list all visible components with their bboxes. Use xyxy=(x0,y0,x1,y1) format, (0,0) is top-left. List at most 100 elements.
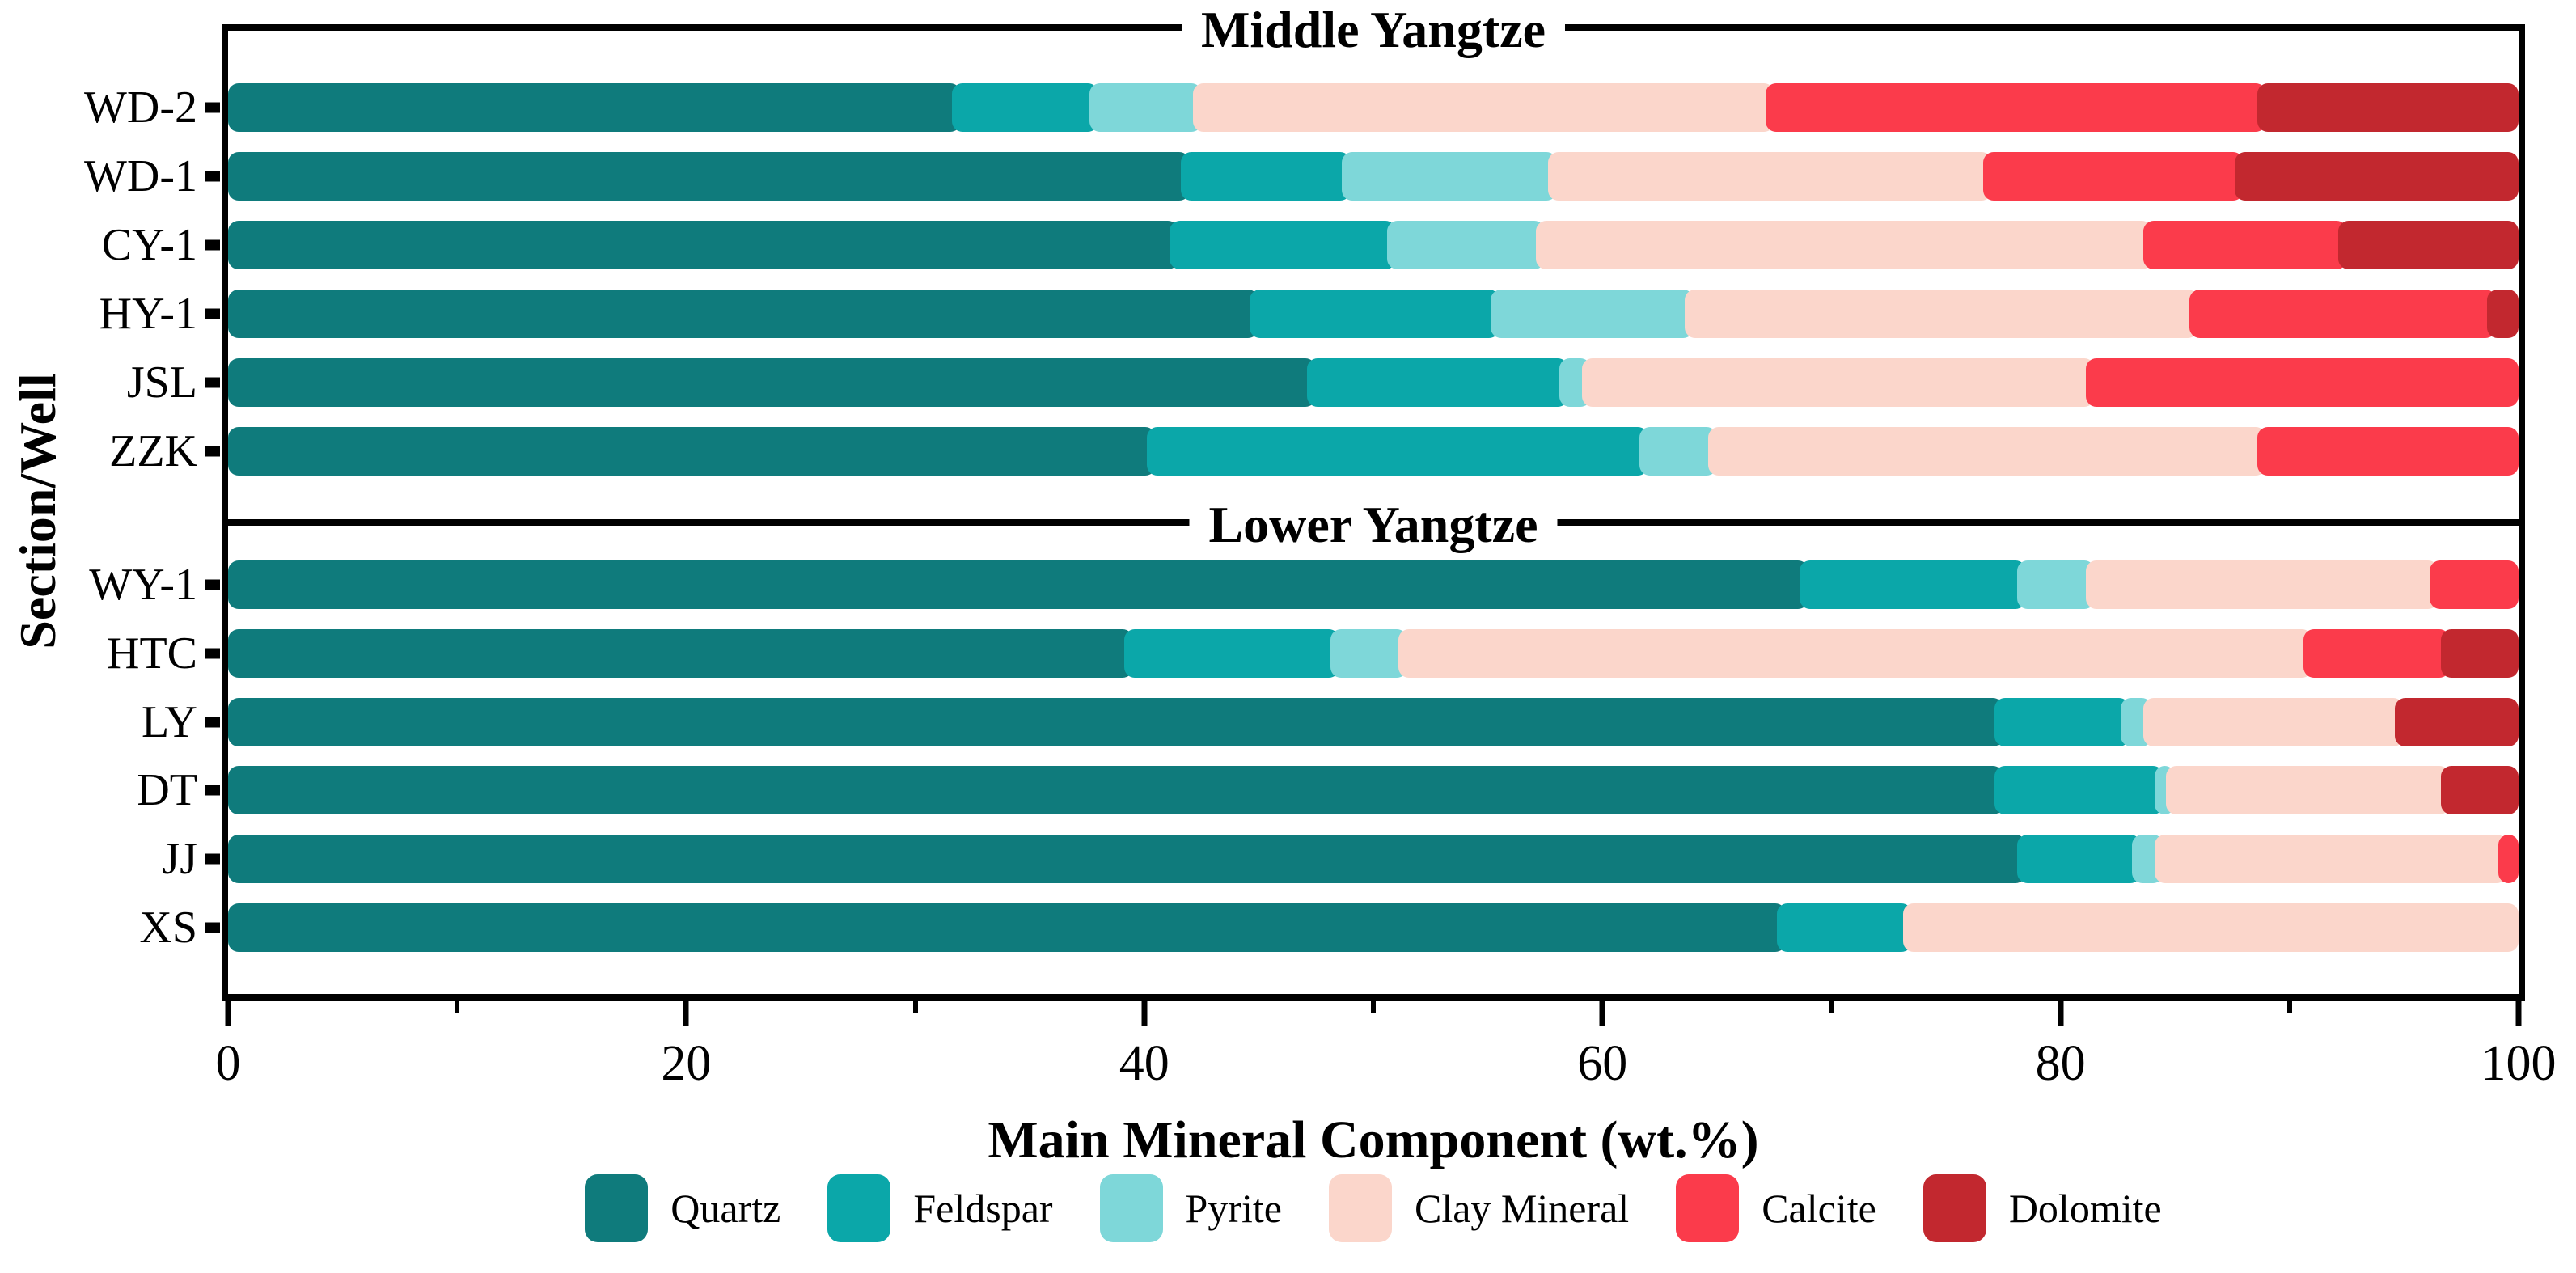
bar-row: XS xyxy=(139,893,2519,962)
x-axis-line xyxy=(222,994,2525,1001)
y-tick xyxy=(205,717,220,728)
bar-segment-clay-mineral xyxy=(2166,766,2451,815)
y-tick xyxy=(205,922,220,933)
stacked-bar xyxy=(228,903,2519,952)
stacked-bar xyxy=(228,82,2519,132)
y-tick xyxy=(205,377,220,387)
legend-label: Dolomite xyxy=(2008,1186,2162,1231)
bar-segment-calcite xyxy=(2142,220,2347,269)
panel-title: Lower Yangtze xyxy=(1189,497,1558,552)
bar-segment-calcite xyxy=(2429,560,2519,610)
x-tick-label: 80 xyxy=(2035,1036,2086,1091)
legend-item-pyrite: Pyrite xyxy=(1099,1174,1282,1242)
row-label: DT xyxy=(137,765,197,816)
row-label: LY xyxy=(141,696,197,747)
panel-title: Middle Yangtze xyxy=(1181,2,1566,57)
bar-segment-feldspar xyxy=(952,82,1099,132)
stacked-bar xyxy=(228,697,2519,746)
bar-row: CY-1 xyxy=(102,210,2519,279)
row-label: WD-2 xyxy=(84,82,197,133)
bar-segment-quartz xyxy=(228,835,2027,884)
bar-segment-pyrite xyxy=(2017,560,2096,610)
bar-segment-clay-mineral xyxy=(1685,289,2198,338)
legend-item-quartz: Quartz xyxy=(585,1174,780,1242)
bar-row: JSL xyxy=(127,348,2519,417)
bar-segment-clay-mineral xyxy=(1536,220,2152,269)
bar-row: ZZK xyxy=(109,417,2519,485)
bar-segment-calcite xyxy=(1982,151,2244,201)
bar-segment-pyrite xyxy=(1490,289,1694,338)
legend-swatch xyxy=(1099,1174,1163,1242)
bar-row: HTC xyxy=(107,620,2519,688)
bar-segment-dolomite xyxy=(2257,82,2519,132)
panel-rows: WD-2 WD-1 CY-1 HY-1 JSL ZZK xyxy=(84,73,2519,485)
bar-segment-quartz xyxy=(228,220,1179,269)
bar-row: WY-1 xyxy=(89,551,2519,620)
bar-segment-calcite xyxy=(2498,835,2519,884)
row-label: ZZK xyxy=(109,425,197,476)
row-label: WD-1 xyxy=(84,150,197,201)
bar-segment-pyrite xyxy=(1330,629,1408,678)
x-tick-major xyxy=(683,1001,689,1026)
bar-segment-feldspar xyxy=(1170,220,1397,269)
bar-segment-pyrite xyxy=(1639,426,1717,476)
bar-segment-feldspar xyxy=(1307,357,1568,407)
bar-row: WD-2 xyxy=(84,73,2519,142)
bar-segment-dolomite xyxy=(2441,766,2519,815)
bar-segment-feldspar xyxy=(1250,289,1499,338)
x-tick-minor xyxy=(455,1001,460,1013)
legend-label: Calcite xyxy=(1762,1186,1876,1231)
bar-row: WD-1 xyxy=(84,142,2519,210)
x-tick-major xyxy=(1599,1001,1605,1026)
y-tick xyxy=(205,308,220,319)
stacked-bar xyxy=(228,151,2519,201)
bar-segment-pyrite xyxy=(1089,82,1202,132)
y-tick xyxy=(205,446,220,456)
legend-label: Pyrite xyxy=(1185,1186,1282,1231)
bar-segment-quartz xyxy=(228,697,2003,746)
bar-segment-clay-mineral xyxy=(2142,697,2405,746)
x-tick-minor xyxy=(912,1001,918,1013)
x-tick-major xyxy=(1141,1001,1148,1026)
y-axis-title: Section/Well xyxy=(9,373,66,649)
bar-segment-quartz xyxy=(228,766,2003,815)
legend-item-calcite: Calcite xyxy=(1676,1174,1876,1242)
bar-segment-calcite xyxy=(2189,289,2496,338)
bar-segment-pyrite xyxy=(1341,151,1557,201)
x-tick-minor xyxy=(1829,1001,1834,1013)
bar-segment-quartz xyxy=(228,629,1133,678)
bar-segment-clay-mineral xyxy=(1547,151,1992,201)
bar-segment-quartz xyxy=(228,357,1317,407)
x-tick-label: 40 xyxy=(1119,1036,1170,1091)
stacked-bar xyxy=(228,629,2519,678)
bar-segment-quartz xyxy=(228,151,1191,201)
bar-row: JJ xyxy=(162,825,2519,894)
stacked-bar xyxy=(228,560,2519,610)
legend-item-clay-mineral: Clay Mineral xyxy=(1328,1174,1629,1242)
bar-segment-feldspar xyxy=(1800,560,2027,610)
legend-label: Quartz xyxy=(670,1186,781,1231)
stacked-bar xyxy=(228,835,2519,884)
stacked-bar xyxy=(228,766,2519,815)
x-tick-major xyxy=(2058,1001,2064,1026)
bar-segment-calcite xyxy=(2303,629,2451,678)
legend-label: Feldspar xyxy=(913,1186,1053,1231)
stacked-bar xyxy=(228,426,2519,476)
row-label: HY-1 xyxy=(99,288,197,339)
bar-segment-feldspar xyxy=(1994,697,2130,746)
row-label: CY-1 xyxy=(101,219,197,270)
bar-segment-quartz xyxy=(228,82,962,132)
bar-segment-clay-mineral xyxy=(1582,357,2096,407)
bar-segment-clay-mineral xyxy=(2155,835,2507,884)
bar-row: LY xyxy=(142,687,2519,756)
y-tick xyxy=(205,239,220,250)
bar-segment-quartz xyxy=(228,903,1786,952)
y-tick xyxy=(205,648,220,659)
x-tick-label: 0 xyxy=(215,1036,241,1091)
plot-area: Middle Yangtze WD-2 WD-1 CY-1 HY-1 JSL ZZK Lowe… xyxy=(84,2,2525,994)
y-tick xyxy=(205,579,220,590)
x-tick-major xyxy=(225,1001,231,1026)
x-tick-label: 20 xyxy=(661,1036,712,1091)
bar-segment-quartz xyxy=(228,289,1259,338)
